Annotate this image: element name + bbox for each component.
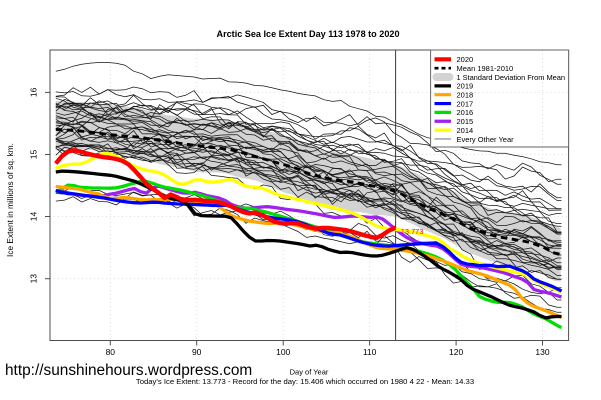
svg-text:14: 14 — [29, 212, 39, 222]
svg-text:Arctic Sea Ice Extent Day 113: Arctic Sea Ice Extent Day 113 1978 to 20… — [217, 29, 400, 39]
svg-text:1 Standard Deviation From Mean: 1 Standard Deviation From Mean — [457, 73, 566, 82]
svg-text:90: 90 — [192, 347, 202, 357]
svg-text:2019: 2019 — [457, 82, 474, 91]
svg-text:15: 15 — [29, 150, 39, 160]
svg-text:2016: 2016 — [457, 108, 474, 117]
svg-text:Every Other Year: Every Other Year — [457, 135, 515, 144]
svg-text:Ice Extent in millions of sq.: Ice Extent in millions of sq. km. — [5, 143, 15, 257]
svg-text:http://sunshinehours.wordpress: http://sunshinehours.wordpress.com — [5, 362, 252, 379]
svg-text:13: 13 — [29, 274, 39, 284]
svg-text:16: 16 — [29, 87, 39, 97]
svg-text:Mean 1981-2010: Mean 1981-2010 — [457, 64, 514, 73]
svg-text:2015: 2015 — [457, 117, 474, 126]
svg-text:2020: 2020 — [457, 55, 474, 64]
svg-text:Day of Year: Day of Year — [290, 368, 329, 377]
svg-text:2014: 2014 — [457, 126, 474, 135]
svg-text:80: 80 — [106, 347, 116, 357]
svg-text:120: 120 — [449, 347, 463, 357]
svg-text:Today's Ice Extent: 13.773 -: Today's Ice Extent: 13.773 - Record for … — [136, 377, 474, 386]
svg-text:110: 110 — [363, 347, 377, 357]
svg-text:2017: 2017 — [457, 99, 474, 108]
svg-text:100: 100 — [276, 347, 290, 357]
svg-text:2018: 2018 — [457, 91, 474, 100]
svg-text:130: 130 — [535, 347, 549, 357]
svg-text:13.773: 13.773 — [401, 227, 424, 236]
